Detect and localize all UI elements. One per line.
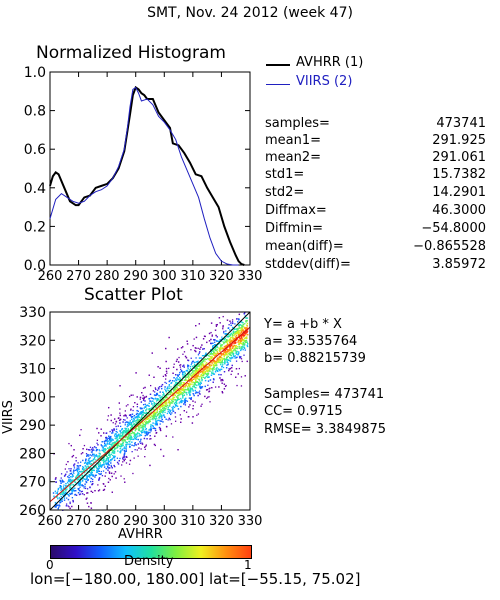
scatter-x-axis-label: AVHRR (118, 527, 163, 542)
scatter-x-tick-label: 330 (238, 514, 263, 529)
legend-label-viirs: VIIRS (2) (296, 74, 353, 89)
regression-line: Y= a +b * X (264, 317, 342, 332)
legend-line-avhrr (266, 64, 290, 66)
histogram-x-tick-label: 260 (38, 269, 63, 284)
stat-value: 3.85972 (432, 257, 486, 272)
colorbar-min-label: 0 (46, 558, 54, 572)
stat-label: samples= (265, 116, 330, 131)
stat-label: mean2= (265, 150, 322, 165)
stat-label: std1= (265, 167, 305, 182)
histogram-x-tick-label: 290 (123, 269, 148, 284)
scatter-x-tick-label: 320 (209, 514, 234, 529)
histogram-x-tick-label: 330 (238, 269, 263, 284)
histogram-y-tick-label: 0.2 (24, 219, 46, 235)
stat-label: mean(diff)= (265, 239, 344, 254)
scatter-x-tick-label: 260 (38, 514, 63, 529)
histogram-series-line (49, 85, 245, 266)
histogram-title: Normalized Histogram (36, 43, 226, 63)
legend-label-avhrr: AVHRR (1) (296, 55, 364, 70)
scatter-y-tick-label: 260 (19, 503, 46, 519)
scatter-y-tick-label: 330 (19, 305, 46, 321)
stat-label: Diffmax= (265, 203, 327, 218)
chart-main-title: SMT, Nov. 24 2012 (week 47) (147, 5, 353, 21)
stat-value: 473741 (436, 116, 486, 131)
scatter-y-tick-label: 300 (19, 390, 46, 406)
footer-coordinates: lon=[−180.00, 180.00] lat=[−55.15, 75.02… (30, 570, 361, 588)
histogram-y-tick-label: 0.4 (24, 181, 46, 197)
scatter-x-tick-label: 280 (95, 514, 120, 529)
histogram-series-line (49, 86, 239, 266)
scatter-one-to-one-line (49, 311, 251, 511)
scatter-x-tick-label: 270 (66, 514, 91, 529)
stat-value: 15.7382 (432, 167, 486, 182)
colorbar-label: Density (124, 554, 174, 569)
scatter-y-tick-label: 310 (19, 362, 46, 378)
stat-value: −0.865528 (413, 239, 486, 254)
stat-label: mean1= (265, 133, 322, 148)
scatter-x-tick-label: 300 (152, 514, 177, 529)
histogram-y-tick-label: 0.6 (24, 142, 46, 158)
scatter-fit-line (49, 326, 251, 503)
scatter-title: Scatter Plot (84, 285, 183, 305)
metric-line: RMSE= 3.3849875 (264, 422, 387, 437)
legend-line-viirs (266, 84, 290, 85)
stat-label: stddev(diff)= (265, 257, 351, 272)
metric-line: CC= 0.9715 (264, 404, 343, 419)
stat-value: 46.3000 (432, 203, 486, 218)
scatter-frame (49, 311, 251, 511)
histogram-x-tick-label: 280 (95, 269, 120, 284)
histogram-y-tick-label: 1.0 (24, 65, 46, 81)
scatter-y-tick-label: 290 (19, 418, 46, 434)
stat-label: Diffmin= (265, 221, 323, 236)
stat-value: 291.925 (432, 133, 486, 148)
stat-value: 14.2901 (432, 185, 486, 200)
histogram-frame (49, 71, 251, 266)
histogram-x-tick-label: 320 (209, 269, 234, 284)
scatter-y-tick-label: 280 (19, 446, 46, 462)
regression-line: b= 0.88215739 (264, 351, 366, 366)
histogram-x-tick-label: 270 (66, 269, 91, 284)
histogram-y-tick-label: 0.8 (24, 104, 46, 120)
stat-value: −54.8000 (421, 221, 486, 236)
stat-value: 291.061 (432, 150, 486, 165)
scatter-y-axis-label: VIIRS (0, 400, 16, 434)
histogram-y-tick-label: 0.0 (24, 258, 46, 274)
density-colorbar (50, 545, 252, 559)
colorbar-max-label: 1 (244, 558, 252, 572)
histogram-x-tick-label: 310 (180, 269, 205, 284)
regression-line: a= 33.535764 (264, 334, 358, 349)
scatter-y-tick-label: 320 (19, 333, 46, 349)
metric-line: Samples= 473741 (264, 387, 385, 402)
stat-label: std2= (265, 185, 305, 200)
scatter-x-tick-label: 310 (180, 514, 205, 529)
scatter-x-tick-label: 290 (123, 514, 148, 529)
scatter-y-tick-label: 270 (19, 475, 46, 491)
histogram-x-tick-label: 300 (152, 269, 177, 284)
